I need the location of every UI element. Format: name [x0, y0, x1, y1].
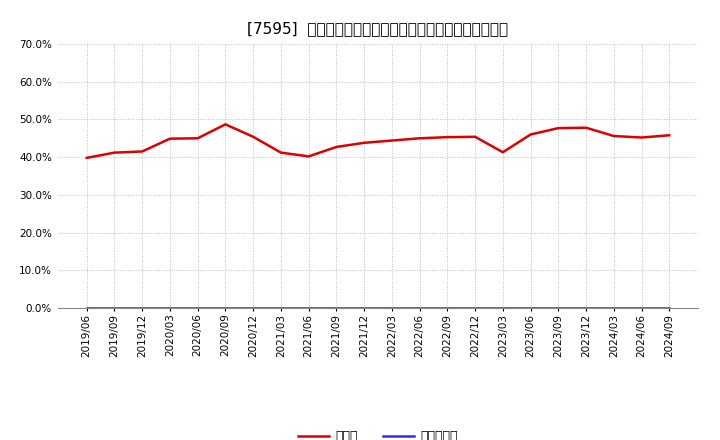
現顔金 — [166, 136, 174, 141]
有利子負債 — [249, 305, 258, 311]
Title: [7595]  現顔金、有利子負債の総資産に対する比率の推移: [7595] 現顔金、有利子負債の総資産に対する比率の推移 — [248, 21, 508, 36]
有利子負債 — [221, 305, 230, 311]
有利子負債 — [665, 305, 674, 311]
有利子負債 — [276, 305, 285, 311]
有利子負債 — [554, 305, 562, 311]
有利子負債 — [82, 305, 91, 311]
有利子負債 — [471, 305, 480, 311]
現顔金 — [387, 138, 396, 143]
現顔金 — [637, 135, 646, 140]
有利子負債 — [332, 305, 341, 311]
現顔金 — [498, 150, 507, 155]
有利子負債 — [415, 305, 424, 311]
有利子負債 — [138, 305, 147, 311]
Legend: 現顔金, 有利子負債: 現顔金, 有利子負債 — [293, 425, 463, 440]
現顔金 — [82, 155, 91, 161]
有利子負債 — [609, 305, 618, 311]
有利子負債 — [498, 305, 507, 311]
現顔金 — [221, 122, 230, 127]
現顔金 — [554, 125, 562, 131]
有利子負債 — [194, 305, 202, 311]
現顔金 — [443, 135, 451, 140]
現顔金 — [665, 132, 674, 138]
現顔金 — [360, 140, 369, 146]
有利子負債 — [305, 305, 313, 311]
現顔金 — [276, 150, 285, 155]
有利子負債 — [637, 305, 646, 311]
現顔金 — [194, 136, 202, 141]
現顔金 — [526, 132, 535, 137]
現顔金 — [138, 149, 147, 154]
現顔金 — [415, 136, 424, 141]
Line: 現顔金: 現顔金 — [86, 125, 670, 158]
現顔金 — [110, 150, 119, 155]
現顔金 — [305, 154, 313, 159]
現顔金 — [332, 144, 341, 150]
有利子負債 — [387, 305, 396, 311]
有利子負債 — [443, 305, 451, 311]
現顔金 — [609, 133, 618, 139]
現顔金 — [582, 125, 590, 130]
有利子負債 — [166, 305, 174, 311]
有利子負債 — [582, 305, 590, 311]
有利子負債 — [110, 305, 119, 311]
有利子負債 — [360, 305, 369, 311]
現顔金 — [471, 134, 480, 139]
現顔金 — [249, 134, 258, 139]
有利子負債 — [526, 305, 535, 311]
